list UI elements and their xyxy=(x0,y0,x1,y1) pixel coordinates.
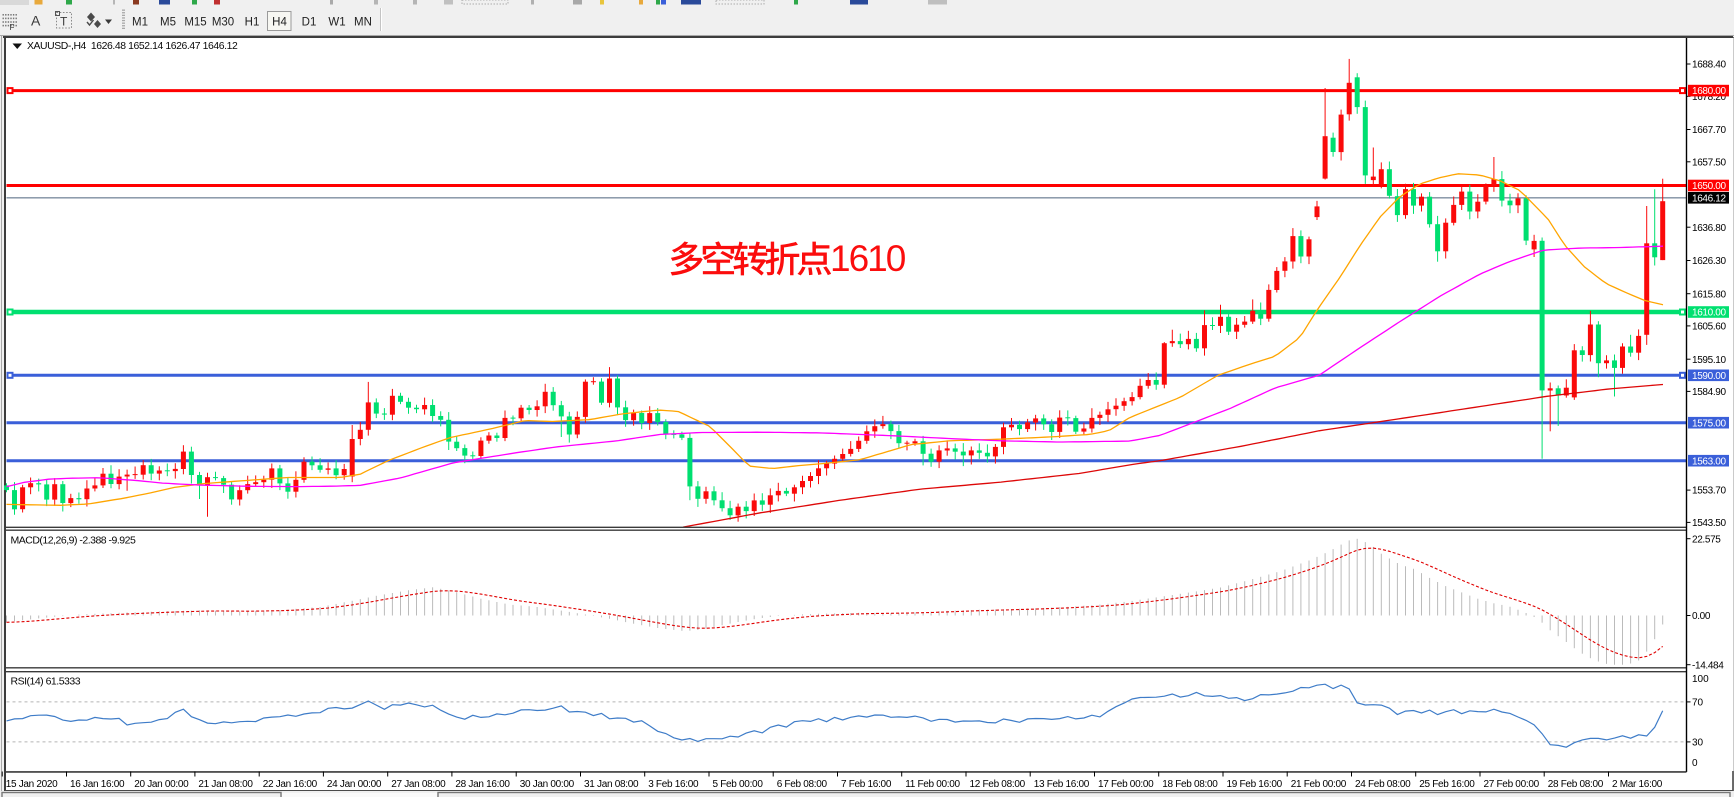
svg-text:31 Jan 08:00: 31 Jan 08:00 xyxy=(584,779,639,790)
svg-text:M1: M1 xyxy=(132,17,148,29)
svg-text:13 Feb 16:00: 13 Feb 16:00 xyxy=(1034,779,1090,790)
svg-text:T: T xyxy=(60,15,68,29)
svg-text:1646.12: 1646.12 xyxy=(1692,193,1726,204)
svg-text:100: 100 xyxy=(1692,674,1709,685)
svg-text:1667.70: 1667.70 xyxy=(1692,125,1726,136)
svg-text:1688.40: 1688.40 xyxy=(1692,60,1726,71)
svg-text:16 Jan 16:00: 16 Jan 16:00 xyxy=(70,779,125,790)
svg-text:30 Jan 00:00: 30 Jan 00:00 xyxy=(520,779,575,790)
svg-text:MN: MN xyxy=(354,17,372,29)
svg-text:1610.00: 1610.00 xyxy=(1692,308,1726,319)
svg-text:MACD(12,26,9) -2.388 -9.925: MACD(12,26,9) -2.388 -9.925 xyxy=(11,534,136,546)
svg-text:H4: H4 xyxy=(272,17,287,29)
svg-text:0.00: 0.00 xyxy=(1692,611,1711,622)
svg-text:24 Jan 00:00: 24 Jan 00:00 xyxy=(327,779,382,790)
svg-text:-14.484: -14.484 xyxy=(1692,660,1724,671)
svg-text:28 Jan 16:00: 28 Jan 16:00 xyxy=(455,779,510,790)
svg-text:2 Mar 16:00: 2 Mar 16:00 xyxy=(1612,779,1663,790)
svg-text:A: A xyxy=(31,13,41,29)
svg-text:1626.30: 1626.30 xyxy=(1692,256,1726,267)
svg-text:17 Feb 00:00: 17 Feb 00:00 xyxy=(1098,779,1154,790)
svg-text:6 Feb 08:00: 6 Feb 08:00 xyxy=(777,779,828,790)
svg-text:27 Feb 00:00: 27 Feb 00:00 xyxy=(1484,779,1540,790)
svg-text:1543.50: 1543.50 xyxy=(1692,518,1726,529)
svg-text:D1: D1 xyxy=(302,17,317,29)
svg-text:25 Feb 16:00: 25 Feb 16:00 xyxy=(1419,779,1475,790)
svg-text:F: F xyxy=(10,23,15,32)
svg-text:27 Jan 08:00: 27 Jan 08:00 xyxy=(391,779,446,790)
svg-text:1680.00: 1680.00 xyxy=(1692,86,1726,97)
svg-text:1575.00: 1575.00 xyxy=(1692,418,1726,429)
svg-text:1636.80: 1636.80 xyxy=(1692,223,1726,234)
svg-text:1584.90: 1584.90 xyxy=(1692,387,1726,398)
svg-text:M5: M5 xyxy=(160,17,176,29)
svg-text:1650.00: 1650.00 xyxy=(1692,181,1726,192)
svg-text:18 Feb 08:00: 18 Feb 08:00 xyxy=(1162,779,1218,790)
svg-text:5 Feb 00:00: 5 Feb 00:00 xyxy=(713,779,764,790)
svg-text:12 Feb 08:00: 12 Feb 08:00 xyxy=(970,779,1026,790)
svg-text:28 Feb 08:00: 28 Feb 08:00 xyxy=(1548,779,1604,790)
svg-text:1678.20: 1678.20 xyxy=(1692,92,1726,103)
svg-text:RSI(14) 61.5333: RSI(14) 61.5333 xyxy=(11,676,81,688)
svg-text:21 Jan 08:00: 21 Jan 08:00 xyxy=(198,779,253,790)
svg-text:XAUUSD-,H4 1626.48 1652.14 16: XAUUSD-,H4 1626.48 1652.14 1626.47 1646.… xyxy=(27,41,238,52)
svg-text:1610: 1610 xyxy=(830,238,906,279)
svg-text:70: 70 xyxy=(1692,698,1704,709)
svg-text:0: 0 xyxy=(1692,758,1698,769)
svg-text:1615.80: 1615.80 xyxy=(1692,289,1726,300)
svg-text:21 Feb 00:00: 21 Feb 00:00 xyxy=(1291,779,1347,790)
svg-text:1657.50: 1657.50 xyxy=(1692,157,1726,168)
svg-text:15 Jan 2020: 15 Jan 2020 xyxy=(6,779,58,790)
svg-text:7 Feb 16:00: 7 Feb 16:00 xyxy=(841,779,892,790)
svg-text:19 Feb 16:00: 19 Feb 16:00 xyxy=(1227,779,1283,790)
svg-text:1553.70: 1553.70 xyxy=(1692,486,1726,497)
svg-text:1563.00: 1563.00 xyxy=(1692,456,1726,467)
svg-text:1590.00: 1590.00 xyxy=(1692,371,1726,382)
svg-text:30: 30 xyxy=(1692,738,1704,749)
svg-text:22.575: 22.575 xyxy=(1692,534,1721,545)
svg-text:3 Feb 16:00: 3 Feb 16:00 xyxy=(648,779,699,790)
svg-text:W1: W1 xyxy=(328,17,345,29)
svg-text:1595.10: 1595.10 xyxy=(1692,355,1726,366)
svg-text:1605.60: 1605.60 xyxy=(1692,322,1726,333)
svg-text:20 Jan 00:00: 20 Jan 00:00 xyxy=(134,779,189,790)
svg-text:M15: M15 xyxy=(184,17,206,29)
svg-text:H1: H1 xyxy=(245,17,260,29)
svg-text:M30: M30 xyxy=(212,17,234,29)
svg-text:24 Feb 08:00: 24 Feb 08:00 xyxy=(1355,779,1411,790)
svg-text:11 Feb 00:00: 11 Feb 00:00 xyxy=(905,779,960,790)
svg-text:22 Jan 16:00: 22 Jan 16:00 xyxy=(263,779,318,790)
